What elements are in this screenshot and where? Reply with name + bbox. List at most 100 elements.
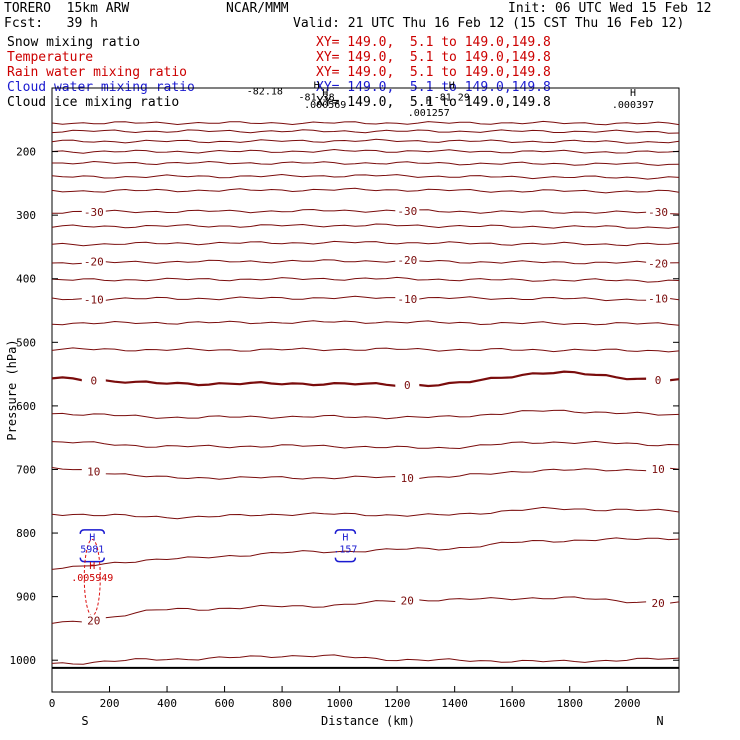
contour-label-background (646, 292, 671, 305)
temperature-contour (51, 223, 680, 229)
contour-label-background (395, 594, 420, 607)
contour-label-background (81, 374, 106, 387)
y-tick-label: 800 (16, 527, 36, 540)
contour-label: -20 (84, 255, 104, 268)
extremum-value: -81.38 (299, 93, 335, 104)
legend-snow-xy: XY= 149.0, 5.1 to 149.0,149.8 (316, 35, 551, 50)
contour-label-background (395, 472, 420, 485)
contour-label-background (646, 257, 671, 270)
temperature-contour (51, 596, 680, 624)
contour-label: 0 (655, 374, 662, 387)
y-tick-label: 900 (16, 591, 36, 604)
legend-temperature-label: Temperature (7, 50, 94, 65)
temperature-contour (52, 160, 680, 166)
temperature-contour (51, 276, 680, 283)
contour-label: 20 (401, 594, 414, 607)
contour-label-background (81, 206, 106, 219)
temperature-contour (51, 187, 680, 194)
center-title: NCAR/MMM (226, 1, 289, 16)
contour-label-background (395, 379, 420, 392)
y-tick-label: 600 (16, 400, 36, 413)
contour-label: 0 (404, 379, 411, 392)
contour-label: -10 (648, 293, 668, 306)
contour-label-background (646, 463, 671, 476)
extremum-marker: H (89, 561, 95, 572)
x-axis-label: Distance (km) (321, 714, 415, 728)
x-tick-label: 2000 (614, 697, 641, 710)
extremum-marker: H (314, 81, 320, 92)
contour-label-background (646, 205, 671, 218)
temperature-contour (51, 208, 680, 215)
x-tick-label: 0 (49, 697, 56, 710)
temperature-contour (51, 467, 680, 480)
forecast-hour: Fcst: 39 h (4, 16, 98, 31)
contour-label: 10 (87, 465, 100, 478)
contour-label-background (81, 255, 106, 268)
temperature-contour (51, 120, 680, 126)
temperature-contour (51, 370, 680, 388)
x-tick-label: 1200 (384, 697, 411, 710)
extremum-value: .005949 (71, 573, 113, 584)
temperature-contour (51, 129, 680, 134)
extremum-value: .000569 (304, 100, 346, 111)
model-title: TORERO 15km ARW (4, 1, 130, 16)
temperature-contour (51, 259, 680, 265)
y-tick-label: 300 (16, 209, 36, 222)
x-end-label-left: S (81, 714, 88, 728)
contour-label-background (395, 205, 420, 218)
contour-label-background (81, 614, 106, 627)
init-time: Init: 06 UTC Wed 15 Feb 12 (508, 1, 712, 16)
legend-temperature-xy: XY= 149.0, 5.1 to 149.0,149.8 (316, 50, 551, 65)
temperature-contour (51, 506, 680, 520)
temperature-contour (51, 173, 680, 180)
contour-label: 10 (401, 472, 414, 485)
x-tick-label: 1800 (556, 697, 583, 710)
x-end-label-right: N (656, 714, 663, 728)
legend-rain-label: Rain water mixing ratio (7, 65, 188, 80)
extremum-marker: H (449, 81, 455, 92)
contour-label: -30 (397, 205, 417, 218)
legend-cloud-ice-label: Cloud ice mixing ratio (7, 95, 180, 110)
extremum-marker: H (342, 533, 348, 544)
contour-label: 20 (651, 597, 664, 610)
contour-label-background (646, 596, 671, 609)
y-tick-label: 200 (16, 146, 36, 159)
contour-label: -30 (648, 206, 668, 219)
temperature-contour (51, 537, 680, 570)
extremum-value: .157 (333, 545, 357, 556)
temperature-contour (51, 440, 680, 450)
temperature-contour (51, 654, 680, 665)
contour-label: 10 (651, 463, 664, 476)
legend-rain-xy: XY= 149.0, 5.1 to 149.0,149.8 (316, 65, 551, 80)
contour-label: -10 (84, 294, 104, 307)
contour-label-background (81, 465, 106, 478)
temperature-contour (51, 240, 680, 247)
contour-label: -20 (648, 258, 668, 271)
extremum-marker: H (426, 96, 432, 107)
temperature-contour (51, 409, 680, 420)
plot-frame (51, 87, 680, 693)
contour-label-background (646, 374, 671, 387)
x-tick-label: 800 (272, 697, 292, 710)
y-axis-label: Pressure (hPa) (5, 339, 19, 440)
x-tick-label: 1400 (441, 697, 468, 710)
x-tick-label: 1000 (326, 697, 353, 710)
minimum-label: -82.18 (247, 86, 283, 97)
x-tick-label: 200 (100, 697, 120, 710)
contour-label-background (81, 293, 106, 306)
extremum-marker: H (322, 88, 328, 99)
y-tick-label: 500 (16, 336, 36, 349)
legend-cloud-ice-xy: XY= 149.0, 5.1 to 149.0,149.8 (316, 95, 551, 110)
temperature-contour (51, 148, 680, 154)
temperature-contour (51, 320, 680, 326)
cloud-water-contour (334, 529, 357, 563)
extremum-value: .001257 (408, 108, 450, 119)
contour-label-background (395, 293, 420, 306)
temperature-contour (51, 295, 680, 302)
extremum-marker: H (89, 533, 95, 544)
y-tick-label: 1000 (10, 654, 37, 667)
legend-snow-label: Snow mixing ratio (7, 35, 141, 50)
contour-label: -20 (397, 254, 417, 267)
x-tick-label: 400 (157, 697, 177, 710)
